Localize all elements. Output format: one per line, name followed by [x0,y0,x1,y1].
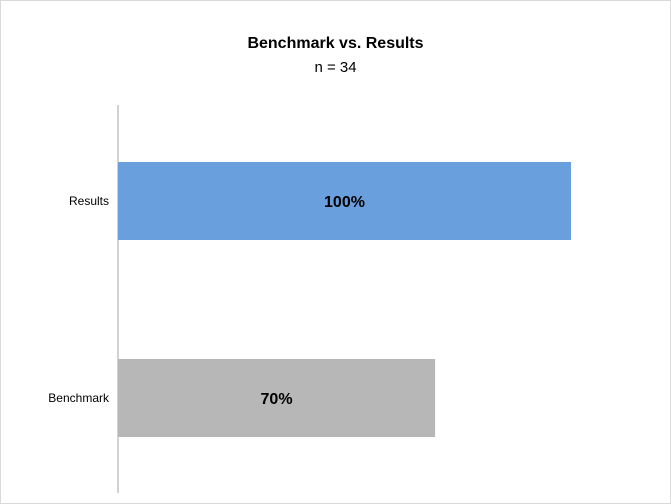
bar-benchmark [118,359,436,437]
category-label-benchmark: Benchmark [48,391,110,405]
bar-results [118,162,571,240]
data-label-benchmark: 70% [261,391,293,408]
data-label-results: 100% [324,194,365,211]
chart-subtitle: n = 34 [314,59,357,76]
chart-title: Benchmark vs. Results [247,35,424,52]
category-label-results: Results [69,194,109,208]
